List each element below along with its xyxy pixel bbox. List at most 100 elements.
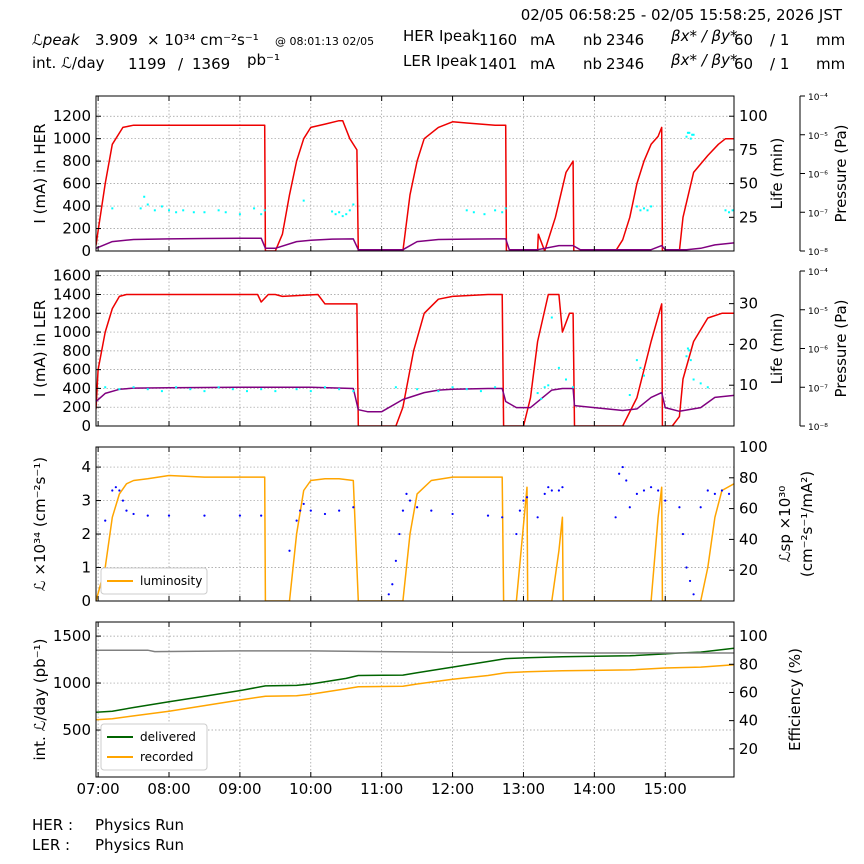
ler-pressure-point xyxy=(536,392,539,395)
ler-ytick-label: 1400 xyxy=(53,285,91,303)
her-pressure-point xyxy=(639,209,642,212)
ler-pressure-point xyxy=(706,386,709,389)
her-pressure-point xyxy=(635,205,638,208)
luminosity-specific-lumi-point xyxy=(125,509,128,512)
beta-ratio-2: / 1 xyxy=(770,55,790,73)
ler-pressure-point xyxy=(416,388,419,391)
luminosity-specific-lumi-point xyxy=(618,472,621,475)
integrated-ylabel: int. ℒ/day (pb⁻¹) xyxy=(31,639,49,761)
nb-label-1: nb xyxy=(583,31,603,49)
luminosity-y2label-unit: (cm⁻²s⁻¹/mA²) xyxy=(798,471,816,577)
integrated-legend-label: delivered xyxy=(140,730,196,744)
luminosity-specific-lumi-point xyxy=(323,512,327,516)
ler-status-label: LER : xyxy=(32,836,71,854)
time-range: 02/05 06:58:25 - 02/05 15:58:25, 2026 JS… xyxy=(520,6,842,24)
beta-value-2: 60 xyxy=(734,55,754,73)
lpeak-value: 3.909 xyxy=(95,31,138,49)
luminosity-specific-lumi-point xyxy=(678,506,681,509)
luminosity-specific-lumi-point xyxy=(625,479,628,482)
luminosity-specific-lumi-point xyxy=(408,499,412,502)
luminosity-specific-lumi-point xyxy=(167,514,171,517)
her-pressure-point xyxy=(650,205,653,208)
ler-pressure-point xyxy=(699,382,702,385)
her-pressure-point xyxy=(348,209,351,212)
luminosity-specific-lumi-point xyxy=(557,489,561,492)
luminosity-ytick-label: 4 xyxy=(81,458,91,476)
luminosity-specific-lumi-point xyxy=(515,532,518,536)
luminosity-specific-lumi-point xyxy=(118,489,121,492)
luminosity-specific-lumi-point xyxy=(688,579,692,583)
her-status-label: HER : xyxy=(32,816,74,834)
ler-ytick-label: 1000 xyxy=(53,323,91,341)
ler-pressure-tick-label: 10⁻⁷ xyxy=(808,384,828,394)
luminosity-specific-lumi-point xyxy=(405,492,408,495)
her-ytick-label: 1000 xyxy=(53,130,91,148)
ler-ipeak-label: LER Ipeak xyxy=(403,52,478,70)
beta-value-1: 60 xyxy=(734,31,754,49)
her-pressure-point xyxy=(646,209,649,212)
luminosity-y2tick-label: 100 xyxy=(739,438,768,456)
luminosity-ytick-label: 2 xyxy=(81,525,91,543)
her-pressure-point xyxy=(465,209,468,212)
int-lumi-sep: / xyxy=(178,55,184,73)
ler-pressure-point xyxy=(479,390,482,393)
her-plot-area xyxy=(96,119,734,251)
her-pressure-point xyxy=(692,133,695,136)
luminosity-specific-lumi-point xyxy=(260,514,263,517)
her-pressure-point xyxy=(111,207,114,210)
ler-pressure-point xyxy=(217,386,220,389)
her-ytick-label: 1200 xyxy=(53,107,91,125)
luminosity-specific-lumi-point xyxy=(302,502,305,506)
luminosity-specific-lumi-point xyxy=(451,512,454,516)
integrated-xtick-label: 09:00 xyxy=(218,780,261,798)
her-pressure-point xyxy=(217,209,220,212)
her-frame xyxy=(95,95,735,252)
her-ytick-label: 800 xyxy=(62,152,91,170)
ler-status-value: Physics Run xyxy=(95,836,185,854)
her-pressure-point xyxy=(338,211,341,214)
lpeak-unit: × 10³⁴ cm⁻²s⁻¹ xyxy=(147,31,259,49)
luminosity-specific-lumi-point xyxy=(536,516,539,519)
her-pressure-point xyxy=(153,209,156,212)
ler-pressure-point xyxy=(352,390,355,393)
int-lumi-value-1: 1199 xyxy=(128,55,167,73)
luminosity-specific-lumi-point xyxy=(561,486,564,489)
ler-pressure-point xyxy=(160,390,163,393)
ler-pressure-point xyxy=(338,388,341,391)
her-pressure-point xyxy=(192,211,195,214)
her-pressure-point xyxy=(501,211,504,214)
ler-y2label: Life (min) xyxy=(768,313,786,385)
her-pressure-tick-label: 10⁻⁷ xyxy=(808,209,828,219)
ler-pressure-point xyxy=(572,386,575,389)
luminosity-specific-lumi-point xyxy=(295,519,298,522)
luminosity-specific-lumi-point xyxy=(338,509,341,512)
ler-ytick-label: 400 xyxy=(62,379,91,397)
luminosity-specific-lumi-point xyxy=(522,499,525,502)
integrated-y2label: Efficiency (%) xyxy=(786,648,804,751)
luminosity-specific-lumi-point xyxy=(518,509,522,512)
integrated-delivered-line xyxy=(96,647,734,713)
her-ipeak-label: HER Ipeak xyxy=(403,27,480,45)
ler-pressure-point xyxy=(689,359,692,362)
ler-life-line xyxy=(96,386,734,413)
luminosity-specific-lumi-point xyxy=(104,519,107,522)
luminosity-specific-lumi-point xyxy=(547,486,550,489)
ler-pressure-point xyxy=(437,390,440,393)
ler-pressure-point xyxy=(231,388,234,391)
luminosity-specific-lumi-point xyxy=(352,506,355,509)
ler-pressure-point xyxy=(189,388,192,391)
luminosity-specific-lumi-point xyxy=(387,593,390,596)
luminosity-specific-lumi-point xyxy=(614,516,617,519)
luminosity-y2tick-label: 40 xyxy=(739,530,758,548)
ler-pressure-tick-label: 10⁻⁵ xyxy=(808,307,828,317)
lpeak-time: @ 08:01:13 02/05 xyxy=(275,35,375,48)
her-pressure-tick-label: 10⁻⁴ xyxy=(808,93,828,103)
lpeak-label: ℒpeak xyxy=(32,31,80,49)
luminosity-y2tick-label: 80 xyxy=(739,469,758,487)
ler-frame xyxy=(95,270,735,427)
ler-pressure-point xyxy=(260,388,263,391)
luminosity-ytick-label: 3 xyxy=(81,492,91,510)
her-current-line xyxy=(96,119,734,251)
luminosity-legend xyxy=(100,567,208,595)
integrated-legend xyxy=(100,723,208,771)
